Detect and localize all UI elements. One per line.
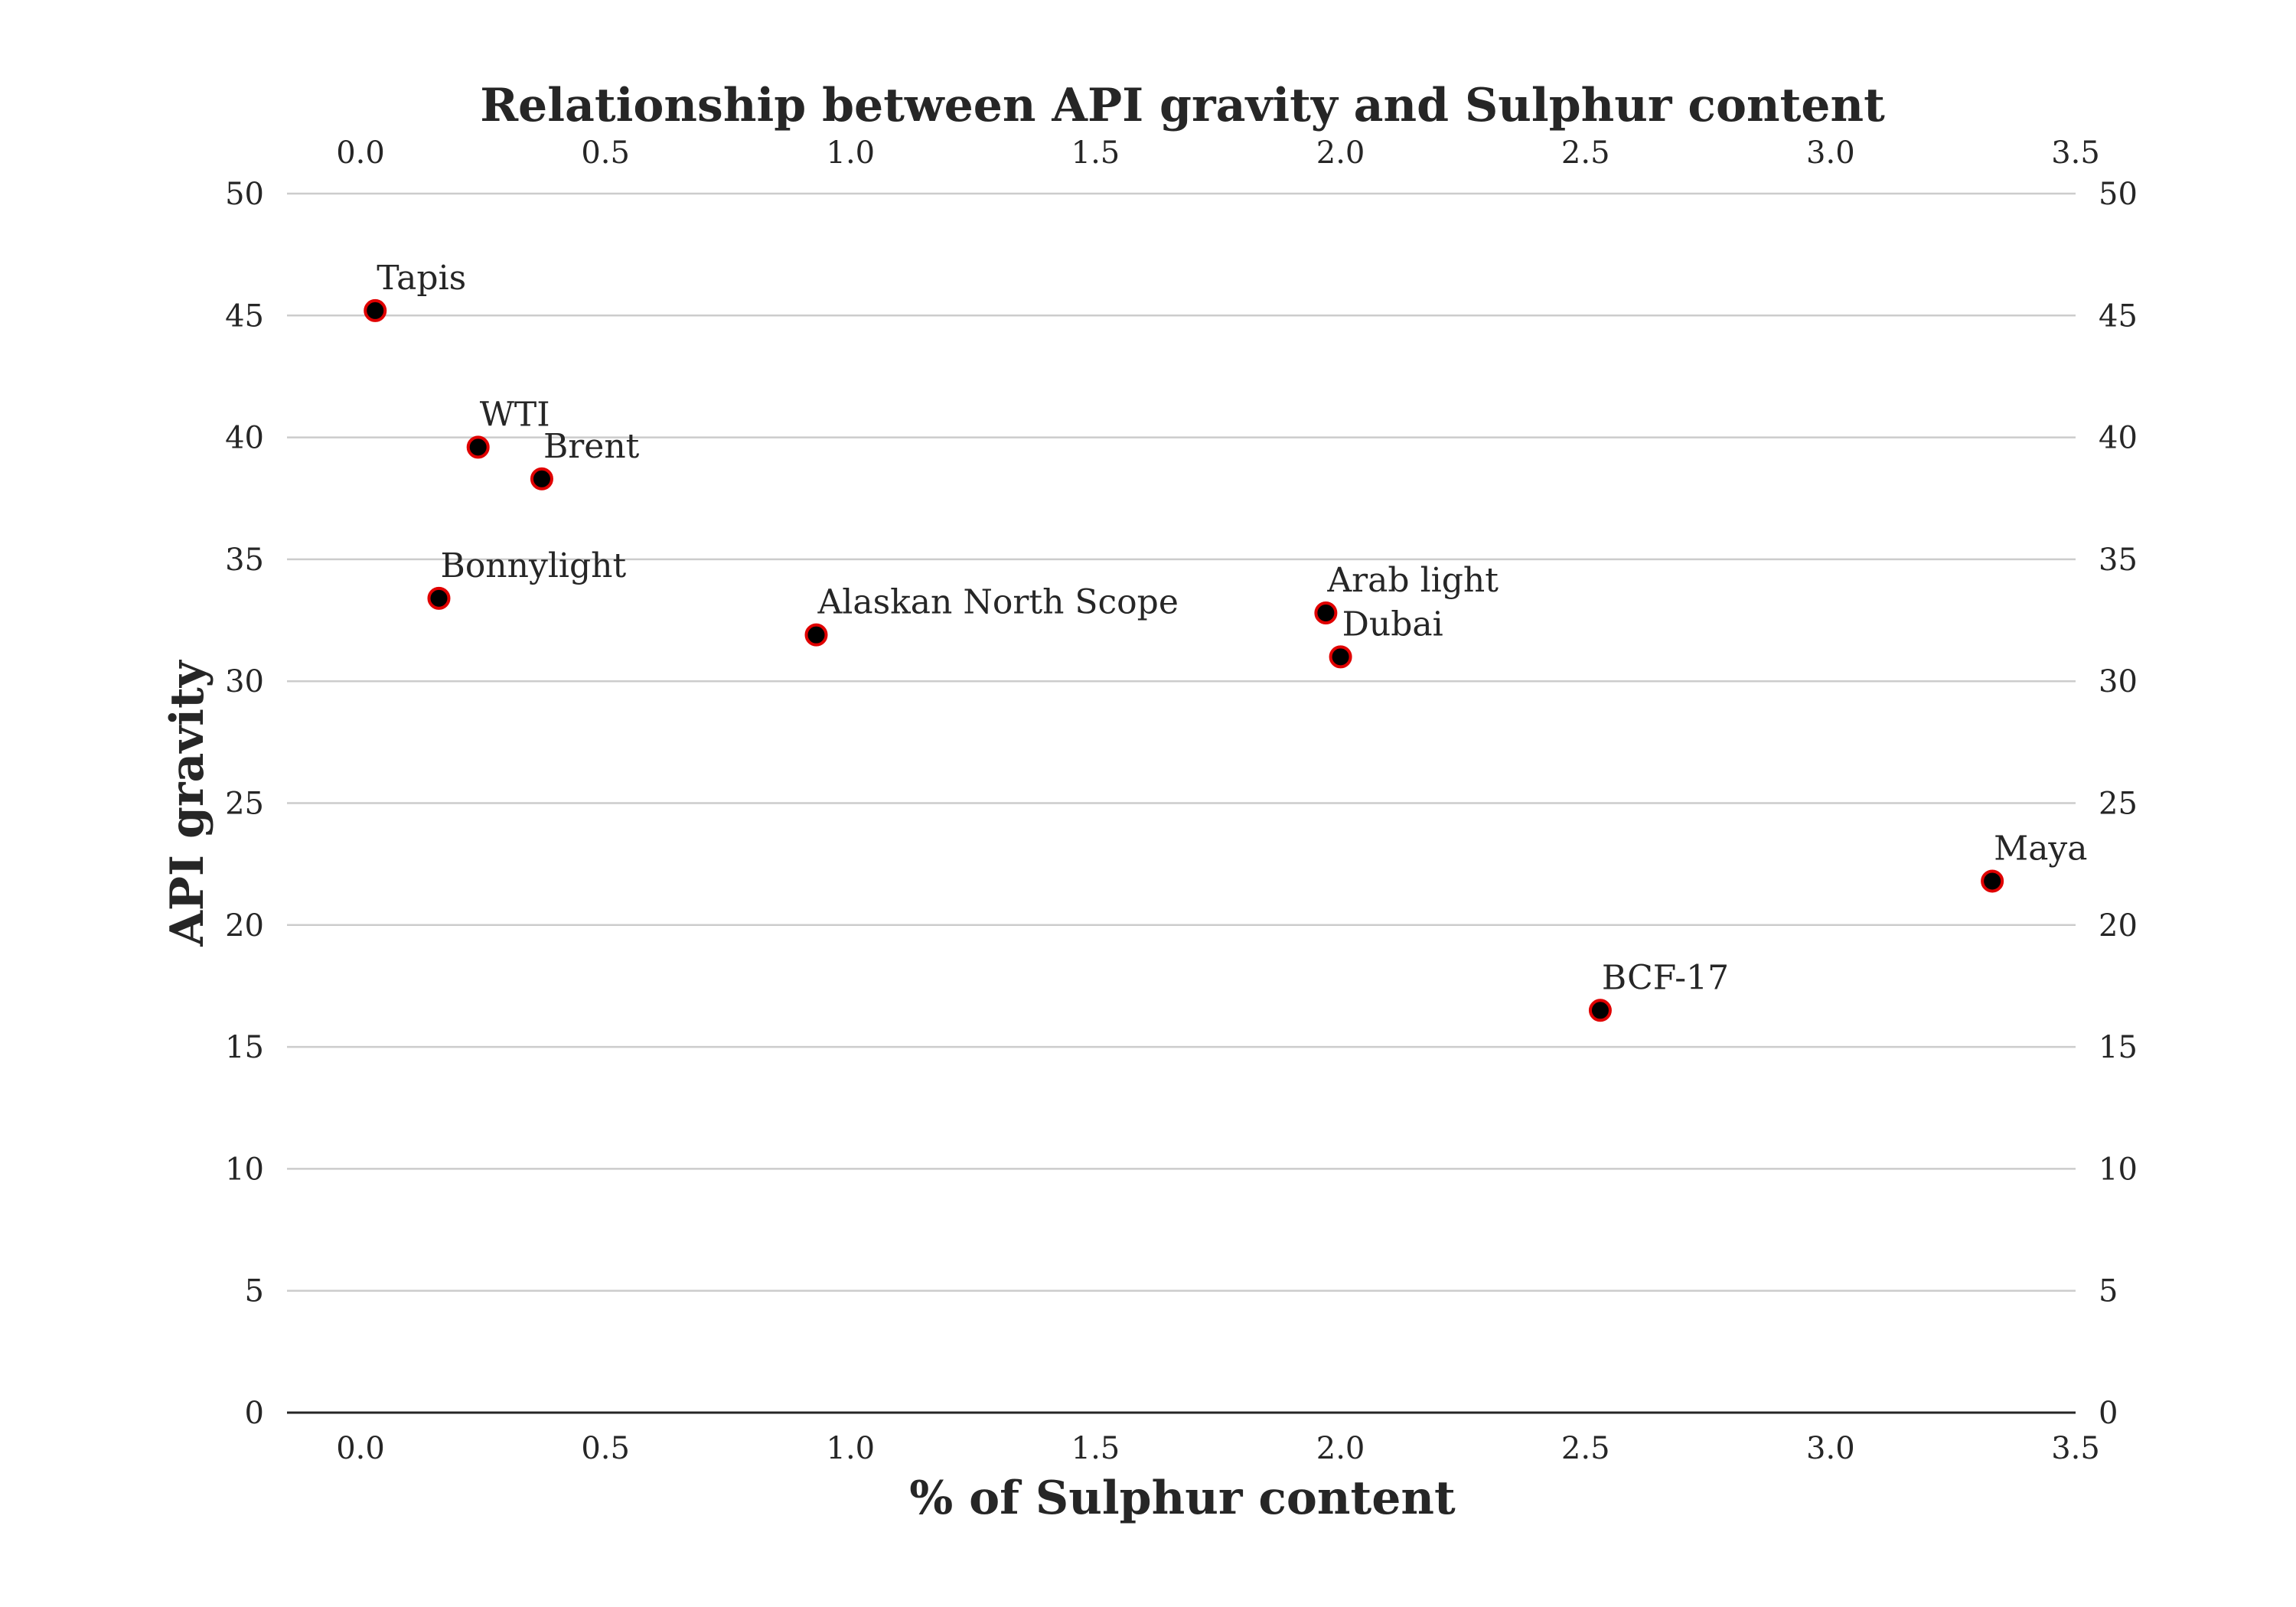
y-tick-label-left: 20	[225, 908, 264, 944]
data-point	[466, 435, 490, 459]
data-point	[1329, 645, 1352, 669]
data-point	[1588, 999, 1612, 1022]
y-tick-label-left: 40	[225, 421, 264, 456]
grid-layer	[287, 192, 2076, 1292]
data-point-label: Alaskan North Scope	[817, 583, 1178, 622]
data-point-label: Brent	[543, 427, 640, 466]
y-tick-label-right: 45	[2099, 298, 2138, 334]
y-tick-label-right: 0	[2099, 1396, 2118, 1431]
data-point-label: Bonnylight	[440, 546, 626, 585]
y-tick-label-left: 5	[245, 1274, 264, 1309]
y-tick-label-right: 25	[2099, 787, 2138, 822]
data-point-label: Maya	[1994, 829, 2087, 868]
x-tick-label-bottom: 1.0	[827, 1431, 876, 1466]
x-tick-label-top: 3.5	[2051, 135, 2100, 171]
y-tick-label-right: 15	[2099, 1030, 2138, 1065]
data-point-label: Tapis	[377, 259, 466, 298]
data-point	[1981, 869, 2004, 893]
data-point-label: Dubai	[1342, 605, 1443, 644]
x-tick-label-bottom: 0.0	[336, 1431, 385, 1466]
data-point-label: BCF-17	[1602, 958, 1729, 997]
point-layer	[364, 298, 2004, 1022]
data-point	[804, 623, 828, 647]
y-tick-label-left: 30	[225, 664, 264, 699]
y-tick-label-left: 15	[225, 1030, 264, 1065]
x-tick-label-bottom: 3.5	[2051, 1431, 2100, 1466]
x-tick-label-top: 0.0	[336, 135, 385, 171]
x-tick-label-bottom: 3.0	[1806, 1431, 1855, 1466]
y-tick-label-left: 0	[245, 1396, 264, 1431]
data-point	[1314, 601, 1338, 624]
chart-title: Relationship between API gravity and Sul…	[480, 79, 1885, 132]
y-tick-label-right: 50	[2099, 177, 2138, 212]
data-point-label: Arab light	[1326, 561, 1499, 600]
tick-layer: 0 0 5 5 10 10 15 15 20 20 25 25 30 30 35 35 40 40 45 45 50 50…	[225, 135, 2138, 1466]
data-point	[427, 586, 451, 610]
y-tick-label-left: 35	[225, 543, 264, 578]
y-tick-label-right: 10	[2099, 1152, 2138, 1187]
x-tick-label-top: 1.5	[1071, 135, 1120, 171]
y-tick-label-right: 30	[2099, 664, 2138, 699]
x-tick-label-top: 3.0	[1806, 135, 1855, 171]
data-point-label: WTI	[480, 395, 550, 434]
y-tick-label-left: 25	[225, 787, 264, 822]
y-tick-label-right: 35	[2099, 543, 2138, 578]
x-tick-label-bottom: 2.0	[1316, 1431, 1365, 1466]
x-tick-label-bottom: 0.5	[581, 1431, 630, 1466]
data-point	[364, 298, 387, 322]
y-tick-label-right: 20	[2099, 908, 2138, 944]
x-tick-label-top: 2.5	[1561, 135, 1610, 171]
data-point	[530, 467, 553, 491]
x-tick-label-bottom: 1.5	[1071, 1431, 1120, 1466]
y-axis-title: API gravity	[161, 659, 214, 947]
x-tick-label-top: 0.5	[581, 135, 630, 171]
y-tick-label-left: 10	[225, 1152, 264, 1187]
y-tick-label-right: 40	[2099, 421, 2138, 456]
y-tick-label-left: 45	[225, 298, 264, 334]
y-tick-label-left: 50	[225, 177, 264, 212]
x-tick-label-top: 2.0	[1316, 135, 1365, 171]
x-tick-label-bottom: 2.5	[1561, 1431, 1610, 1466]
x-axis-title: % of Sulphur content	[909, 1472, 1456, 1525]
y-tick-label-right: 5	[2099, 1274, 2118, 1309]
x-tick-label-top: 1.0	[827, 135, 876, 171]
